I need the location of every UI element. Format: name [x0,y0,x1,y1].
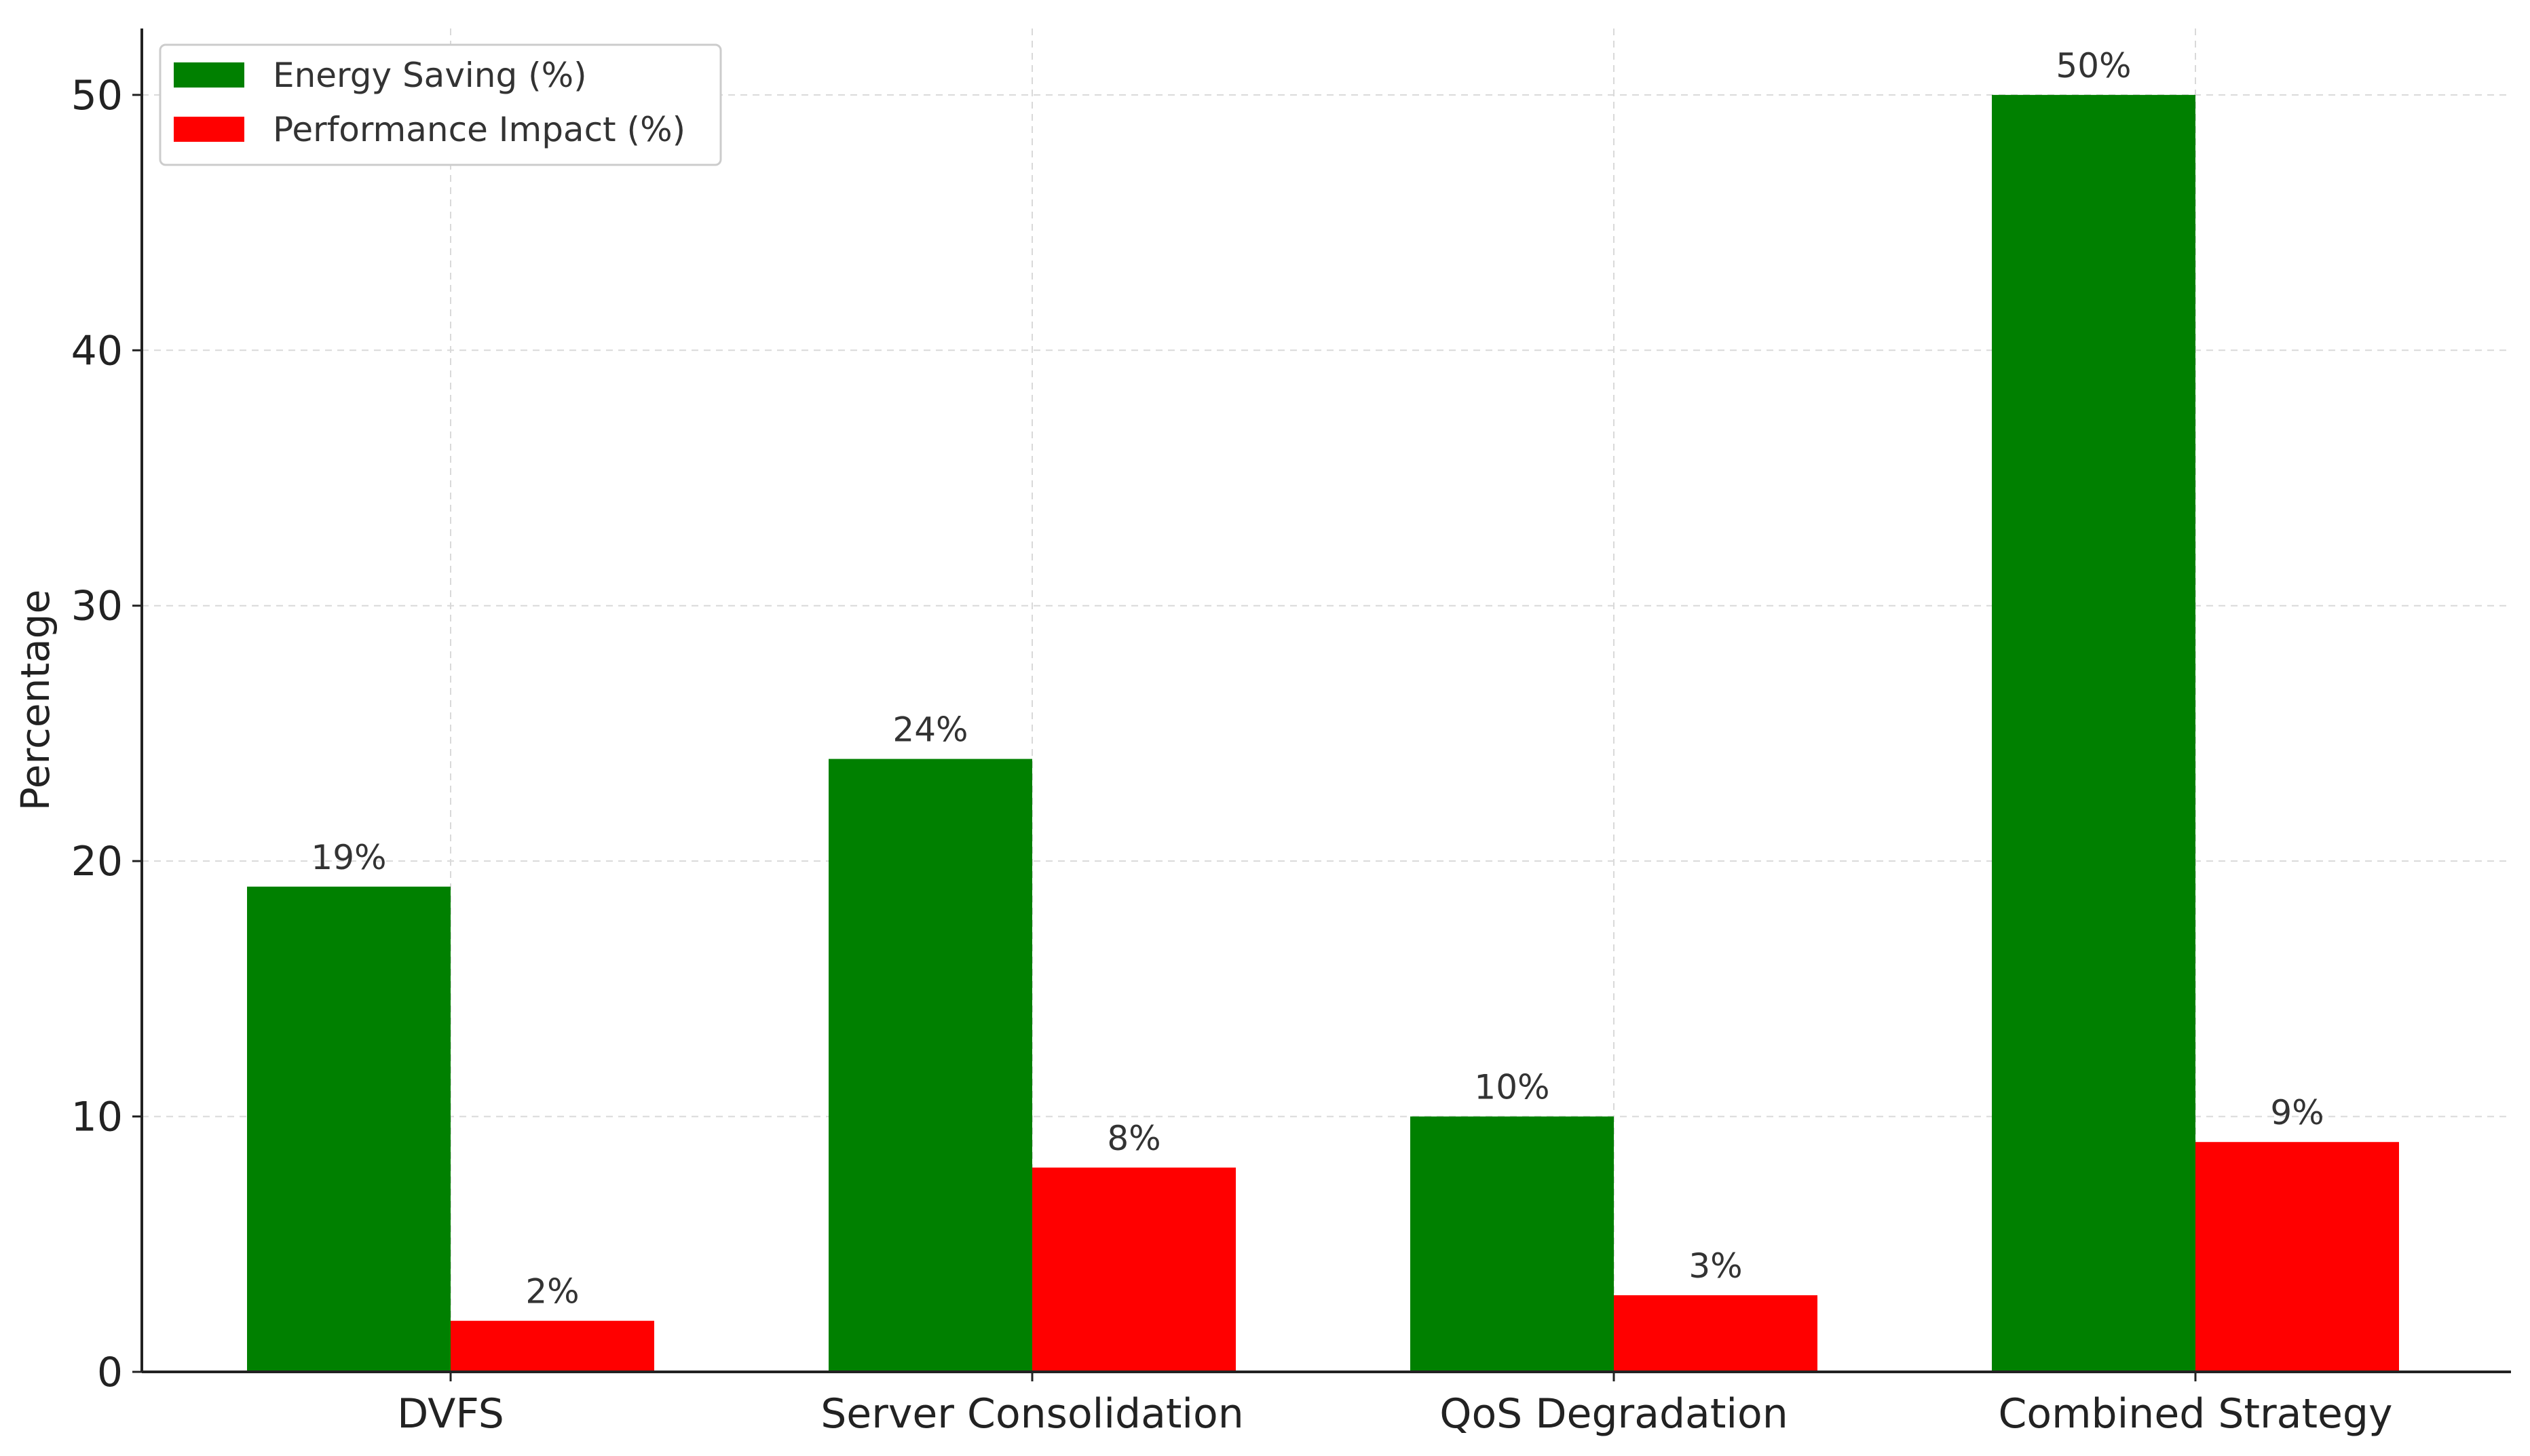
x-tick-label: DVFS [397,1390,504,1438]
y-tick-label: 50 [71,72,123,119]
bar-energy-saving [247,886,451,1372]
y-tick-label: 0 [97,1349,123,1396]
bar-energy-saving [829,759,1032,1372]
bar-value-label: 2% [525,1272,579,1311]
legend-box [159,43,722,166]
bar-value-label: 19% [311,838,386,877]
bar-performance-impact [1032,1167,1236,1372]
x-tick-label: Combined Strategy [1999,1390,2393,1438]
axis-ticks: 0 10 20 30 40 50 DVFS Server Consolidation QoS D… [71,72,2393,1438]
bar-energy-saving [1992,94,2195,1372]
bar-performance-impact [451,1320,654,1372]
legend-label-energy-saving: Energy Saving (%) [273,56,587,95]
x-tick-label: QoS Degradation [1439,1390,1788,1438]
y-tick-label: 20 [71,838,123,885]
bar-performance-impact [2195,1142,2399,1372]
bar-performance-impact [1614,1295,1817,1372]
legend: Energy Saving (%) Performance Impact (%) [159,43,722,166]
bar-energy-saving [1410,1116,1614,1372]
bar-value-label: 8% [1107,1119,1160,1158]
bar-value-label: 50% [2056,46,2131,85]
y-tick-label: 40 [71,327,123,375]
y-tick-label: 30 [71,583,123,630]
bar-value-label: 3% [1688,1246,1742,1286]
legend-label-performance-impact: Performance Impact (%) [273,110,685,149]
legend-swatch-energy-saving [174,62,244,88]
y-tick-label: 10 [71,1094,123,1141]
bars [247,94,2399,1372]
bar-value-labels: 19% 24% 10% 50% 2% 8% 3% 9% [311,46,2324,1311]
bar-value-label: 24% [892,710,968,750]
y-axis-title: Percentage [12,590,58,811]
bar-value-label: 9% [2270,1093,2324,1132]
bar-value-label: 10% [1474,1068,1549,1107]
axes [140,28,2511,1373]
x-tick-label: Server Consolidation [820,1390,1244,1438]
legend-swatch-performance-impact [174,117,244,142]
